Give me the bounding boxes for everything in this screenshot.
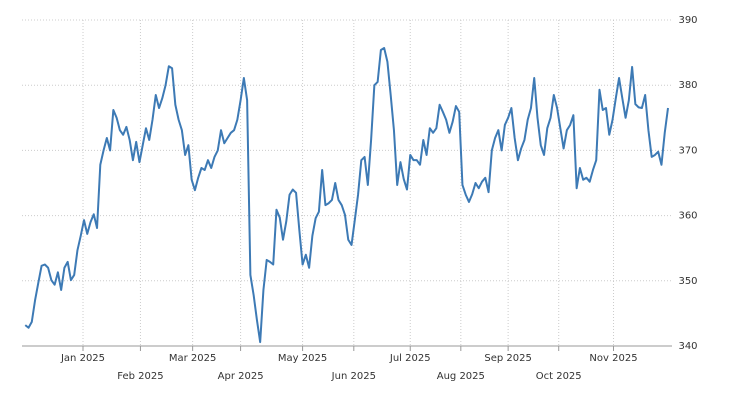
y-tick-label: 380	[678, 80, 697, 91]
x-tick-label: Apr 2025	[218, 371, 264, 382]
data-line	[24, 47, 669, 344]
x-tick-label: Jan 2025	[60, 353, 105, 364]
x-tick-label: Feb 2025	[117, 371, 163, 382]
x-tick-label: May 2025	[278, 353, 327, 364]
x-tick-label: Oct 2025	[536, 371, 582, 382]
y-tick-label: 360	[678, 211, 697, 222]
y-tick-label: 340	[678, 341, 697, 352]
x-tick-label: Jul 2025	[389, 353, 431, 364]
x-tick-label: Aug 2025	[437, 371, 485, 382]
x-tick-label: Mar 2025	[169, 353, 217, 364]
x-tick-label: Jun 2025	[331, 371, 376, 382]
x-tick-label: Nov 2025	[589, 353, 637, 364]
y-tick-label: 390	[678, 15, 697, 26]
y-tick-label: 370	[678, 145, 697, 156]
x-tick-label: Sep 2025	[484, 353, 531, 364]
y-tick-label: 350	[678, 276, 697, 287]
